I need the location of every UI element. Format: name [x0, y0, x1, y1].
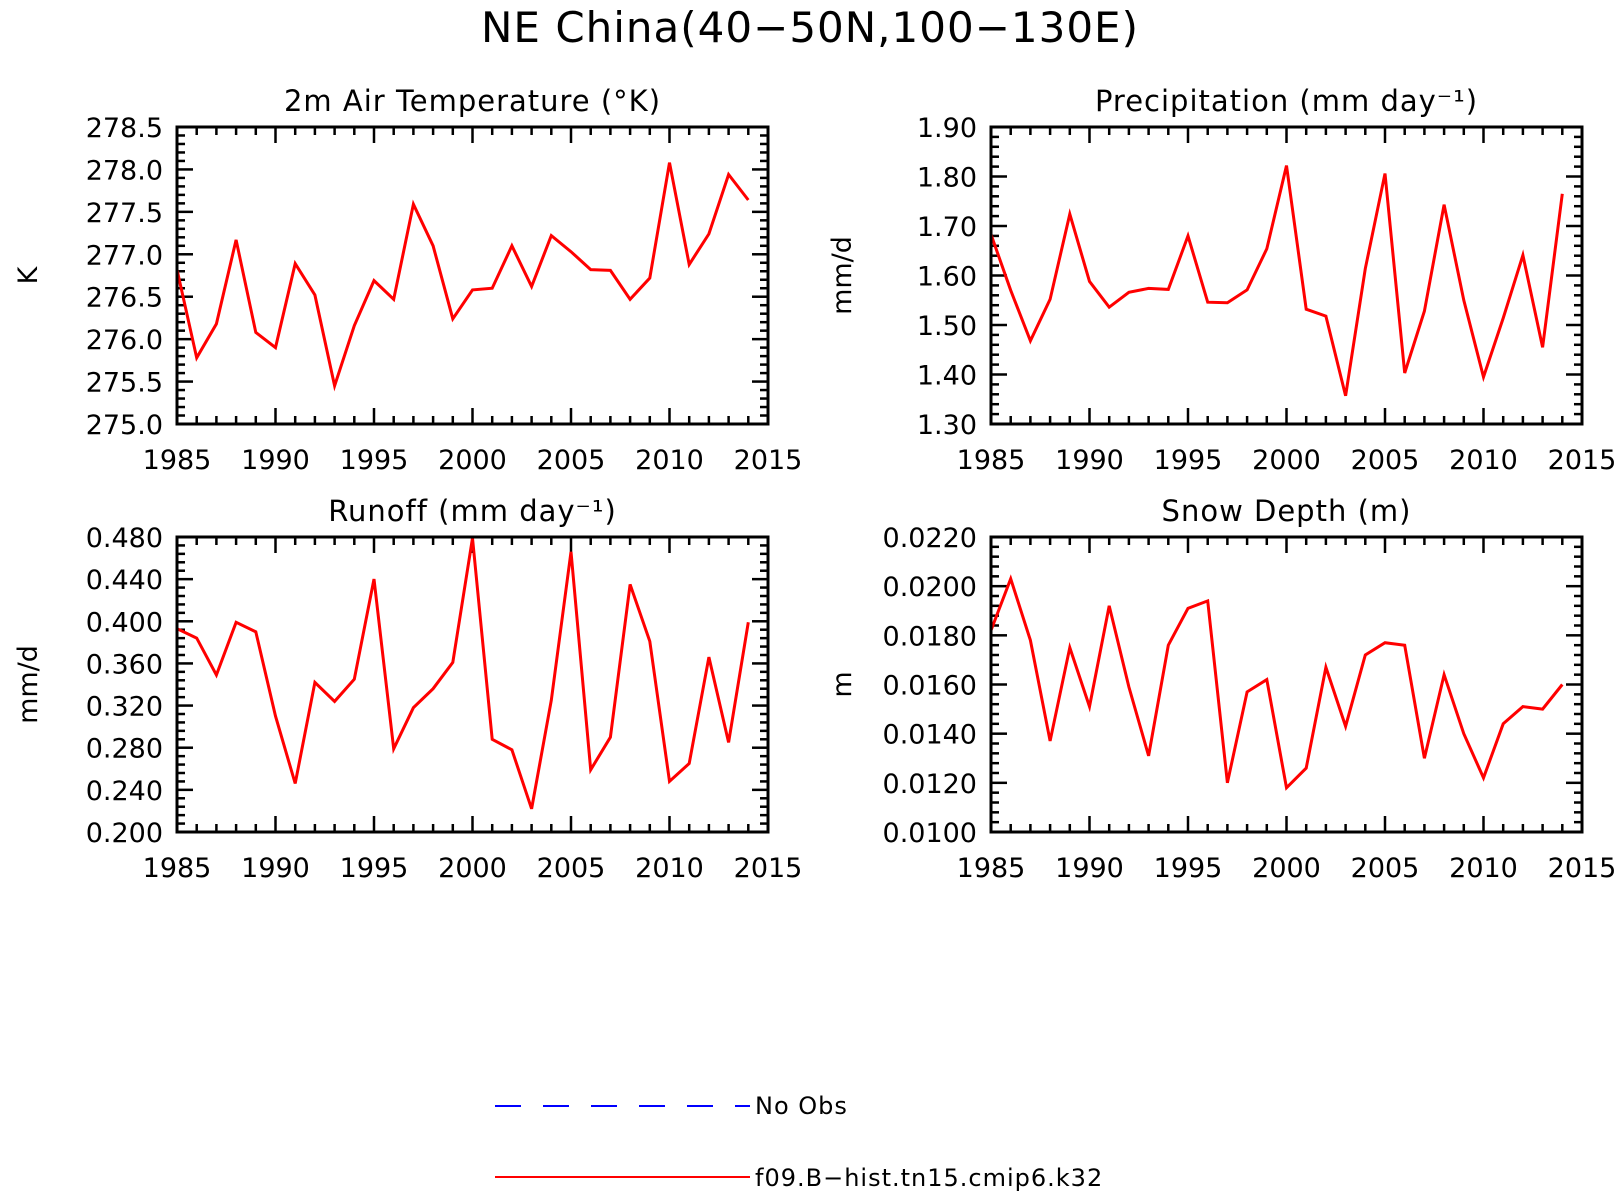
- x-tick-label: 1985: [957, 445, 1026, 476]
- series-line-precipitation: [989, 165, 1564, 397]
- x-tick-label: 2010: [1449, 445, 1518, 476]
- x-tick-label: 1985: [143, 853, 212, 884]
- y-tick-label: 0.200: [86, 818, 163, 849]
- x-tick-label: 2010: [635, 445, 704, 476]
- y-tick-label: 0.0220: [883, 523, 977, 554]
- legend-label-no-obs: No Obs: [755, 1092, 848, 1120]
- x-tick-label: 1985: [143, 445, 212, 476]
- y-tick-label: 1.70: [917, 212, 977, 243]
- x-tick-label: 2005: [1351, 853, 1420, 884]
- x-tick-label: 1995: [340, 445, 409, 476]
- x-tick-label: 2015: [1548, 853, 1617, 884]
- y-tick-label: 277.0: [86, 240, 163, 271]
- panel-title-air-temperature: 2m Air Temperature (°K): [284, 84, 661, 118]
- y-tick-label: 278.0: [86, 155, 163, 186]
- x-tick-label: 2015: [734, 853, 803, 884]
- y-axis-label-precipitation: mm/d: [827, 236, 858, 315]
- series-line-snow-depth: [989, 574, 1564, 791]
- panel-title-snow-depth: Snow Depth (m): [1162, 494, 1412, 528]
- y-tick-label: 0.360: [86, 649, 163, 680]
- y-axis-label-air-temperature: K: [13, 265, 44, 284]
- y-tick-label: 0.0140: [883, 720, 977, 751]
- y-tick-label: 0.440: [86, 565, 163, 596]
- y-tick-label: 1.60: [917, 262, 977, 293]
- y-tick-label: 1.50: [917, 311, 977, 342]
- y-tick-label: 0.0180: [883, 621, 977, 652]
- plot-frame-precipitation: [989, 125, 1584, 426]
- panel-title-precipitation: Precipitation (mm day⁻¹): [1095, 84, 1478, 118]
- x-tick-label: 2000: [1252, 853, 1321, 884]
- y-tick-label: 0.0120: [883, 769, 977, 800]
- x-tick-label: 1990: [241, 853, 310, 884]
- plot-frame-snow-depth: [989, 535, 1584, 834]
- y-tick-label: 1.90: [917, 113, 977, 144]
- y-tick-label: 0.0100: [883, 818, 977, 849]
- x-tick-label: 2000: [438, 445, 507, 476]
- series-line-air-temperature: [175, 162, 750, 392]
- x-tick-label: 2010: [635, 853, 704, 884]
- x-tick-label: 2005: [1351, 445, 1420, 476]
- x-tick-label: 1995: [340, 853, 409, 884]
- y-tick-label: 0.0200: [883, 572, 977, 603]
- plot-frame-air-temperature: [175, 125, 770, 426]
- panel-precipitation: Precipitation (mm day⁻¹) mm/d 1985 1990 1995…: [827, 84, 1616, 476]
- panel-runoff: Runoff (mm day⁻¹) mm/d 1985 1990 1995 2000 200…: [13, 494, 802, 884]
- y-tick-label: 277.5: [86, 198, 163, 229]
- y-tick-label: 275.0: [86, 410, 163, 441]
- series-line-runoff: [176, 537, 750, 810]
- y-tick-label: 275.5: [86, 368, 163, 399]
- x-tick-label: 1995: [1154, 853, 1223, 884]
- x-tick-label: 2000: [1252, 445, 1321, 476]
- y-tick-label: 0.280: [86, 734, 163, 765]
- x-tick-label: 1990: [1055, 853, 1124, 884]
- legend-label-model: f09.B−hist.tn15.cmip6.k32: [755, 1164, 1103, 1192]
- y-tick-label: 278.5: [86, 113, 163, 144]
- y-tick-label: 1.80: [917, 163, 977, 194]
- y-axis-label-snow-depth: m: [827, 671, 858, 697]
- legend: No Obs f09.B−hist.tn15.cmip6.k32: [495, 1092, 1103, 1192]
- y-tick-label: 276.5: [86, 283, 163, 314]
- x-tick-label: 1990: [1055, 445, 1124, 476]
- y-tick-label: 1.40: [917, 361, 977, 392]
- y-tick-label: 1.30: [917, 410, 977, 441]
- y-tick-label: 0.320: [86, 692, 163, 723]
- y-tick-label: 0.0160: [883, 671, 977, 702]
- x-tick-label: 1990: [241, 445, 310, 476]
- figure-title: NE China(40−50N,100−130E): [481, 3, 1139, 52]
- y-tick-label: 0.240: [86, 776, 163, 807]
- x-tick-label: 2010: [1449, 853, 1518, 884]
- x-tick-label: 1985: [957, 853, 1026, 884]
- x-tick-label: 2015: [734, 445, 803, 476]
- y-tick-label: 0.480: [86, 523, 163, 554]
- y-tick-label: 0.400: [86, 607, 163, 638]
- panel-title-runoff: Runoff (mm day⁻¹): [328, 494, 617, 528]
- panel-air-temperature: 2m Air Temperature (°K) K 1985 1990 1995 2000…: [13, 84, 802, 476]
- y-tick-label: 276.0: [86, 325, 163, 356]
- x-tick-label: 2000: [438, 853, 507, 884]
- x-tick-label: 2015: [1548, 445, 1617, 476]
- x-tick-label: 1995: [1154, 445, 1223, 476]
- x-tick-label: 2005: [537, 853, 606, 884]
- panel-snow-depth: Snow Depth (m) m 1985 1990 1995 2000 2005 2010 2…: [827, 494, 1616, 884]
- plot-frame-runoff: [175, 535, 770, 834]
- y-axis-label-runoff: mm/d: [13, 645, 44, 724]
- x-tick-label: 2005: [537, 445, 606, 476]
